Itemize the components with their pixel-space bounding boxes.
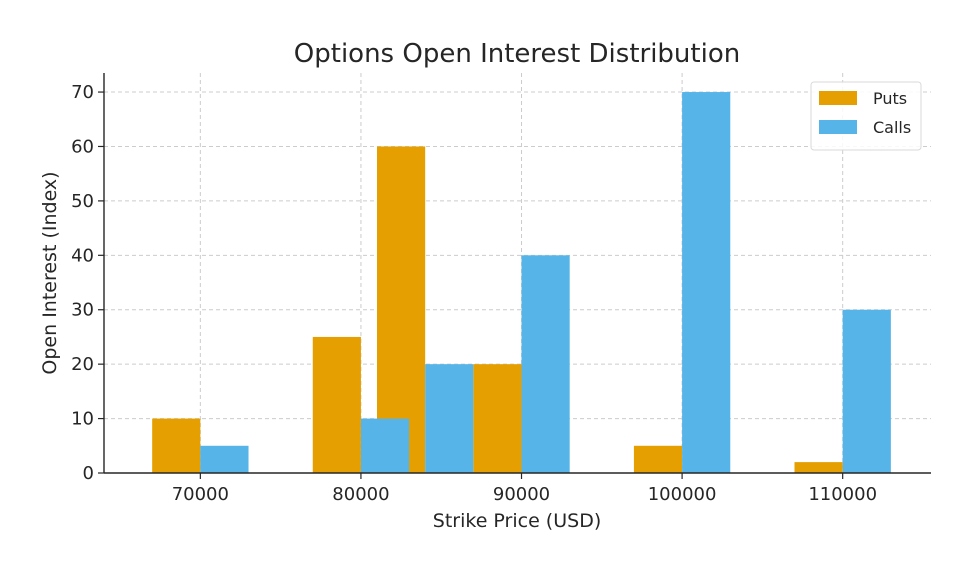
bar-calls — [200, 445, 249, 473]
y-tick-label: 70 — [71, 82, 94, 103]
bar-puts — [633, 445, 683, 473]
bar-calls — [360, 418, 410, 473]
legend-label-calls: Calls — [873, 118, 911, 137]
x-tick-label: 110000 — [808, 484, 877, 505]
bar-calls — [842, 309, 891, 473]
x-axis-label: Strike Price (USD) — [433, 510, 601, 532]
y-tick-label: 30 — [71, 300, 94, 321]
y-tick-label: 0 — [83, 463, 94, 484]
x-tick-label: 80000 — [332, 484, 389, 505]
legend: Puts Calls — [810, 81, 922, 151]
bar-puts — [473, 364, 522, 473]
legend-swatch-puts — [819, 91, 857, 105]
bar-calls — [425, 364, 474, 473]
y-tick-label: 20 — [71, 354, 94, 375]
y-tick-label: 60 — [71, 136, 94, 157]
ticks: 0 10 20 30 40 50 60 70 70000 80000 90000 100000 1100… — [71, 82, 877, 505]
y-tick-label: 10 — [71, 409, 94, 430]
bar-puts — [312, 336, 361, 473]
x-tick-label: 100000 — [648, 484, 717, 505]
y-axis-label: Open Interest (Index) — [39, 171, 61, 374]
legend-swatch-calls — [819, 120, 857, 134]
x-tick-label: 90000 — [493, 484, 550, 505]
x-tick-label: 70000 — [172, 484, 229, 505]
y-tick-label: 40 — [71, 245, 94, 266]
chart-title: Options Open Interest Distribution — [294, 39, 740, 69]
bars — [152, 92, 891, 474]
y-tick-label: 50 — [71, 191, 94, 212]
bar-puts — [794, 462, 843, 473]
axes — [103, 73, 931, 474]
bar-calls — [682, 92, 731, 474]
bar-puts — [152, 418, 201, 473]
bar-calls — [521, 255, 570, 473]
legend-label-puts: Puts — [873, 89, 907, 108]
